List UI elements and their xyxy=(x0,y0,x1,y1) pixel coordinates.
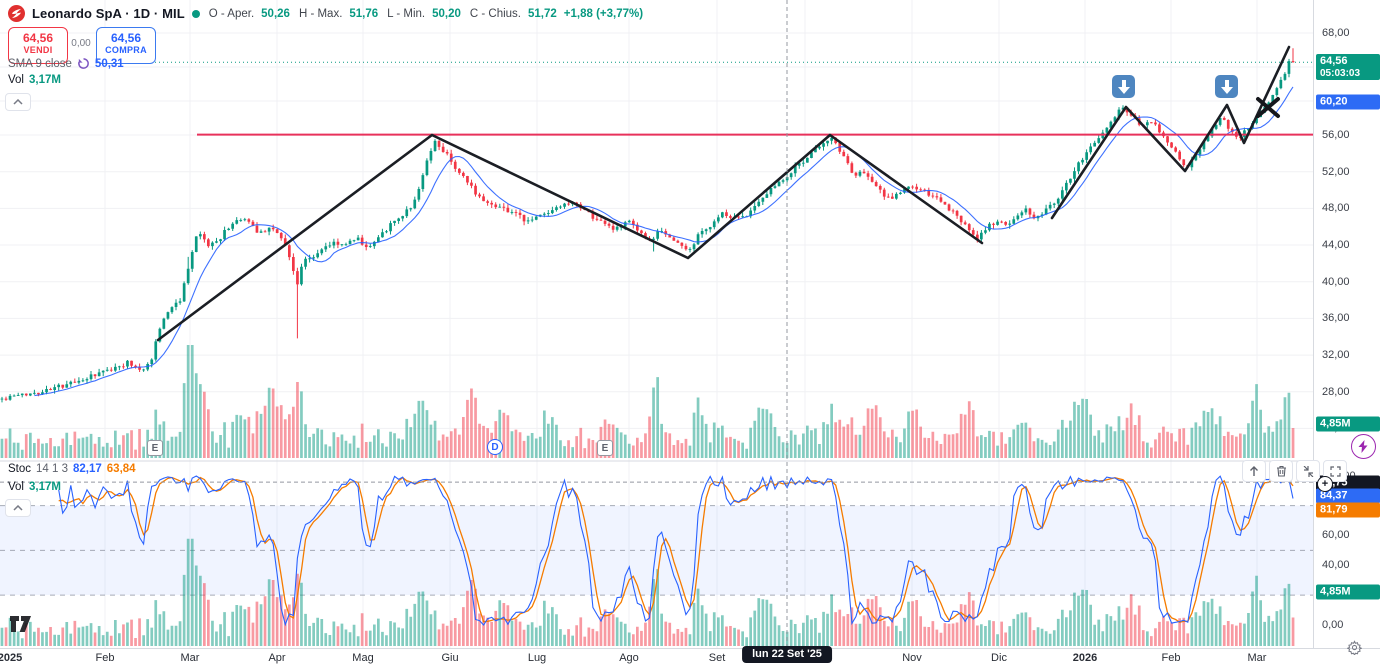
sell-button[interactable]: 64,56 VENDI xyxy=(8,27,68,64)
tradingview-watermark-logo xyxy=(10,616,32,637)
stoc-d-value: 63,84 xyxy=(106,463,136,475)
sync-icon xyxy=(77,57,90,70)
legend-header: Leonardo SpA · 1D · MIL O - Aper. 50,26 … xyxy=(8,5,643,22)
volume-label: Vol xyxy=(8,74,24,86)
sma-line[interactable] xyxy=(34,86,1294,397)
volume-indicator-row[interactable]: Vol 3,17M xyxy=(8,74,61,86)
time-axis-label: Feb xyxy=(1161,652,1181,664)
sma-label: SMA 9 close xyxy=(8,57,72,70)
time-axis-label: Mar xyxy=(1247,652,1267,664)
time-axis-label: Mar xyxy=(180,652,200,664)
trendline-1[interactable] xyxy=(156,133,984,342)
lower-volume-indicator-row[interactable]: Vol 3,17M xyxy=(8,481,61,493)
close-value: 51,72 xyxy=(528,7,557,20)
chart-canvas[interactable] xyxy=(0,0,1313,648)
last-price-label: 64,56 05:03:03 xyxy=(1316,54,1380,80)
price-axis-tick: 44,00 xyxy=(1322,239,1350,252)
stoch-d-label: 81,79 xyxy=(1316,502,1380,517)
time-axis-label: Ago xyxy=(619,652,639,664)
price-axis-tick: 52,00 xyxy=(1322,165,1350,178)
price-axis-tick: 28,00 xyxy=(1322,385,1350,398)
sma-indicator-row[interactable]: SMA 9 close 50,31 xyxy=(8,57,124,70)
high-value: 51,76 xyxy=(349,7,379,20)
price-axis-tick: 68,00 xyxy=(1322,27,1350,39)
time-axis-label: Mag xyxy=(352,652,374,664)
stoc-params: 14 1 3 xyxy=(36,463,68,475)
buy-button[interactable]: 64,56 COMPRA xyxy=(96,27,156,64)
time-axis-label: Set xyxy=(708,652,726,664)
time-axis-label: Nov xyxy=(902,652,922,664)
symbol-title[interactable]: Leonardo SpA · 1D · MIL xyxy=(32,6,185,21)
lower-volume-bars-up xyxy=(0,538,1291,646)
market-open-icon xyxy=(191,9,200,18)
lower-volume-value: 3,17M xyxy=(29,481,61,493)
lower-axis-tick: 60,00 xyxy=(1322,529,1350,542)
cross-drawing-marker[interactable] xyxy=(1255,94,1281,125)
price-axis-tick: 40,00 xyxy=(1322,275,1350,288)
time-axis-label: Feb xyxy=(95,652,115,664)
add-alert-plus-button[interactable]: + xyxy=(1317,476,1333,492)
volume-bars-down xyxy=(4,382,1295,458)
main-pane-collapse-button[interactable] xyxy=(5,93,31,111)
arrow-down-marker[interactable] xyxy=(1112,75,1135,98)
time-axis-label: Giu xyxy=(441,652,459,664)
trendline-2[interactable] xyxy=(1050,45,1291,220)
lower-volume-label: 4,85M xyxy=(1316,584,1380,600)
delete-pane-button[interactable] xyxy=(1269,460,1293,482)
stochastic-indicator-row[interactable]: Stoc 14 1 3 82,17 63,84 xyxy=(8,463,136,475)
move-pane-up-button[interactable] xyxy=(1242,460,1266,482)
low-value: 50,20 xyxy=(432,7,461,20)
candle-wicks-up xyxy=(1,58,1290,403)
symbol-logo-icon xyxy=(8,5,25,22)
axis-settings-gear-icon[interactable] xyxy=(1346,640,1363,660)
open-value: 50,26 xyxy=(261,7,290,20)
close-label: C - Chius. xyxy=(469,7,521,20)
lower-pane-collapse-button[interactable] xyxy=(5,499,31,517)
lower-volume-label: Vol xyxy=(8,481,24,493)
candle-bodies-down xyxy=(4,61,1295,400)
earnings-marker[interactable]: E xyxy=(597,440,613,456)
lower-volume-bars-down xyxy=(4,573,1295,646)
buy-label: COMPRA xyxy=(105,45,147,55)
time-axis-label: 2025 xyxy=(0,652,23,664)
time-axis-label: Lug xyxy=(527,652,547,664)
time-axis-label: Dic xyxy=(991,652,1007,664)
sell-price: 64,56 xyxy=(22,31,54,45)
price-axis-tick: 36,00 xyxy=(1322,312,1350,325)
candle-bodies-up xyxy=(0,61,1291,400)
time-axis-label: 2026 xyxy=(1072,652,1098,664)
time-axis-label: Apr xyxy=(268,652,286,664)
crosshair-date-tooltip: lun 22 Set '25 xyxy=(742,646,832,663)
sma-value: 50,31 xyxy=(94,57,124,70)
open-label: O - Aper. xyxy=(208,7,255,20)
high-label: H - Max. xyxy=(298,7,343,20)
lower-axis-tick: 40,00 xyxy=(1322,559,1350,572)
buy-price: 64,56 xyxy=(110,31,142,45)
volume-bars-up xyxy=(0,345,1291,458)
spread-value: 0,00 xyxy=(71,38,91,49)
price-axis[interactable]: 68,0064,0060,0056,0052,0048,0044,0040,00… xyxy=(1313,0,1380,648)
earnings-marker[interactable]: E xyxy=(147,440,163,456)
volume-value-label: 4,85M xyxy=(1316,416,1380,432)
low-label: L - Min. xyxy=(387,7,426,20)
instant-trading-lightning-button[interactable] xyxy=(1351,434,1376,459)
price-axis-tick: 56,00 xyxy=(1322,129,1350,141)
volume-value: 3,17M xyxy=(29,74,61,86)
lower-axis-tick: 0,00 xyxy=(1322,619,1344,631)
stoc-k-value: 82,17 xyxy=(73,463,102,475)
price-axis-tick: 32,00 xyxy=(1322,349,1350,362)
stoch-k-label: 84,37 xyxy=(1316,488,1380,504)
price-axis-tick: 48,00 xyxy=(1322,202,1350,215)
dividend-marker[interactable]: D xyxy=(487,439,503,455)
stoc-label: Stoc xyxy=(8,463,32,475)
sma-value-label: 60,20 xyxy=(1316,94,1380,110)
collapse-pane-button[interactable] xyxy=(1296,460,1320,482)
change-value: +1,88 (+3,77%) xyxy=(563,7,644,20)
time-axis[interactable]: 2025 Feb Mar Apr Mag Giu Lug Ago Set Nov Dic 2026 Fe… xyxy=(0,648,1380,666)
arrow-down-marker[interactable] xyxy=(1215,75,1238,98)
sell-label: VENDI xyxy=(23,45,53,55)
